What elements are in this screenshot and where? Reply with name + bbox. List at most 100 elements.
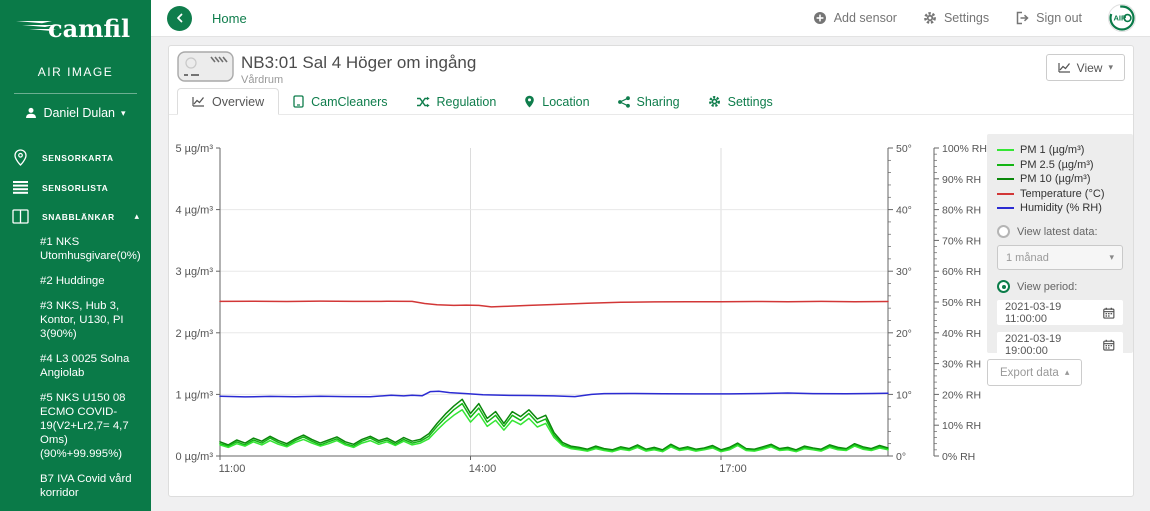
tab-sharing[interactable]: Sharing [604,88,694,115]
top-navbar: Home Add sensor Settings Sign [151,0,1150,37]
location-pin-icon [525,95,535,108]
export-data-button[interactable]: Export data ▴ [987,359,1083,386]
chevron-down-icon: ▾ [1108,62,1113,72]
legend-label: Humidity (% RH) [1020,202,1102,215]
svg-text:10°: 10° [896,389,912,401]
add-sensor-button[interactable]: Add sensor [813,11,897,25]
sidebar-item-sensorkarta[interactable]: SENSORKARTA [0,142,151,173]
svg-text:100% RH: 100% RH [942,143,987,155]
svg-text:AIR: AIR [1114,14,1128,23]
svg-text:4 µg/m³: 4 µg/m³ [175,205,213,217]
legend-swatch [997,178,1014,181]
svg-text:30°: 30° [896,266,912,278]
svg-text:50°: 50° [896,143,912,155]
chart-legend: PM 1 (µg/m³) PM 2.5 (µg/m³) PM 10 (µg/m³) T… [987,134,1133,225]
sensor-card: NB3:01 Sal 4 Höger om ingång Vårdrum Vie… [168,45,1134,497]
svg-text:20% RH: 20% RH [942,389,981,401]
sidebar-menu: SENSORKARTA SENSORLISTA SNABBLÄNKAR ▴ [0,142,151,231]
sidebar-quick-link[interactable]: #5 NKS U150 08 ECMO COVID-19(V2+Lr2,7= 4… [40,392,129,460]
svg-text:5 µg/m³: 5 µg/m³ [175,143,213,155]
svg-text:camfil: camfil [48,14,130,43]
sensor-room-type: Vårdrum [241,74,284,86]
camfil-logo-image: camfil [15,14,130,43]
svg-text:30% RH: 30% RH [942,359,981,371]
legend-item: PM 2.5 (µg/m³) [997,158,1123,173]
tab-settings[interactable]: Settings [694,88,787,115]
settings-button[interactable]: Settings [923,11,989,25]
sidebar-divider [14,93,137,94]
svg-text:70% RH: 70% RH [942,235,981,247]
camfil-logo[interactable]: camfil [0,0,151,49]
tab-location[interactable]: Location [510,88,603,115]
chevron-up-icon: ▴ [1064,367,1070,377]
view-controls-panel: View latest data: 1 månad ▾ View period:… [987,216,1133,357]
share-icon [617,95,630,108]
svg-text:60% RH: 60% RH [942,266,981,278]
plus-circle-icon [813,12,826,24]
avatar[interactable]: AIR [1108,4,1136,32]
period-start-input[interactable]: 2021-03-19 11:00:00 [997,300,1123,325]
app-name: AIR IMAGE [37,65,114,79]
legend-item: Humidity (% RH) [997,201,1123,216]
sidebar-quick-link[interactable]: #1 NKS Utomhusgivare(0%) [40,236,141,262]
sidebar-item-sensorlista[interactable]: SENSORLISTA [0,173,151,202]
user-menu[interactable]: Daniel Dulan ▾ [0,106,151,120]
view-latest-radio[interactable]: View latest data: [997,225,1123,238]
radio-unchecked-icon[interactable] [997,225,1010,238]
svg-text:0°: 0° [896,451,906,463]
columns-icon [12,209,29,224]
tab-bar: Overview CamCleaners Regulation Locati [169,88,1133,115]
svg-text:10% RH: 10% RH [942,420,981,432]
legend-label: Temperature (°C) [1020,187,1105,200]
sensor-chart: 0 µg/m³ 1 µg/m³ 2 µg/m³ 3 µg/m³ 4 µg/m³ 5 µg/… [175,143,987,475]
map-pin-icon [14,149,27,166]
sidebar-quick-link[interactable]: B7 IVA Covid vård korridor [40,473,132,499]
svg-text:40% RH: 40% RH [942,328,981,340]
svg-text:2 µg/m³: 2 µg/m³ [175,328,213,340]
user-name: Daniel Dulan [43,106,116,120]
view-button[interactable]: View ▾ [1045,54,1125,81]
legend-label: PM 1 (µg/m³) [1020,144,1085,156]
svg-text:14:00: 14:00 [469,463,497,475]
list-icon [13,181,28,194]
svg-text:40°: 40° [896,205,912,217]
svg-text:20°: 20° [896,328,912,340]
tab-overview[interactable]: Overview [177,88,280,115]
legend-swatch [997,149,1014,151]
sidebar-item-snabblankar[interactable]: SNABBLÄNKAR ▴ [0,202,151,231]
sidebar-quick-link[interactable]: #3 NKS, Hub 3, Kontor, U130, PI 3(90%) [40,300,124,340]
radio-checked-icon[interactable] [997,280,1010,293]
svg-text:0 µg/m³: 0 µg/m³ [175,451,213,463]
device-icon [293,95,304,108]
period-end-input[interactable]: 2021-03-19 19:00:00 [997,332,1123,357]
view-period-radio[interactable]: View period: [997,280,1123,293]
latest-range-select[interactable]: 1 månad ▾ [997,245,1123,270]
chart-line-icon [1058,63,1070,73]
tab-camcleaners[interactable]: CamCleaners [279,88,401,115]
svg-text:3 µg/m³: 3 µg/m³ [175,266,213,278]
sidebar-quick-link[interactable]: #4 L3 0025 Solna Angiolab [40,353,130,379]
sidebar-quick-link[interactable]: #2 Huddinge [40,275,105,287]
svg-text:11:00: 11:00 [219,463,246,475]
back-button[interactable] [167,5,192,31]
legend-label: PM 10 (µg/m³) [1020,173,1091,186]
legend-item: Temperature (°C) [997,187,1123,202]
chevron-down-icon: ▾ [121,107,126,118]
sign-out-icon [1016,11,1029,25]
tab-regulation[interactable]: Regulation [402,88,511,115]
breadcrumb-home[interactable]: Home [212,10,247,26]
gear-icon [708,96,720,107]
legend-swatch [997,207,1014,210]
calendar-icon[interactable] [1103,339,1115,351]
gear-icon [924,12,936,24]
svg-text:1 µg/m³: 1 µg/m³ [175,389,213,401]
legend-swatch [997,163,1014,166]
shuffle-icon [416,96,430,107]
calendar-icon[interactable] [1103,307,1115,319]
sensor-photo [177,51,234,87]
chevron-up-icon: ▴ [134,211,139,221]
svg-text:80% RH: 80% RH [942,205,981,217]
svg-text:17:00: 17:00 [719,463,747,475]
sign-out-button[interactable]: Sign out [1015,11,1082,25]
legend-swatch [997,192,1014,195]
